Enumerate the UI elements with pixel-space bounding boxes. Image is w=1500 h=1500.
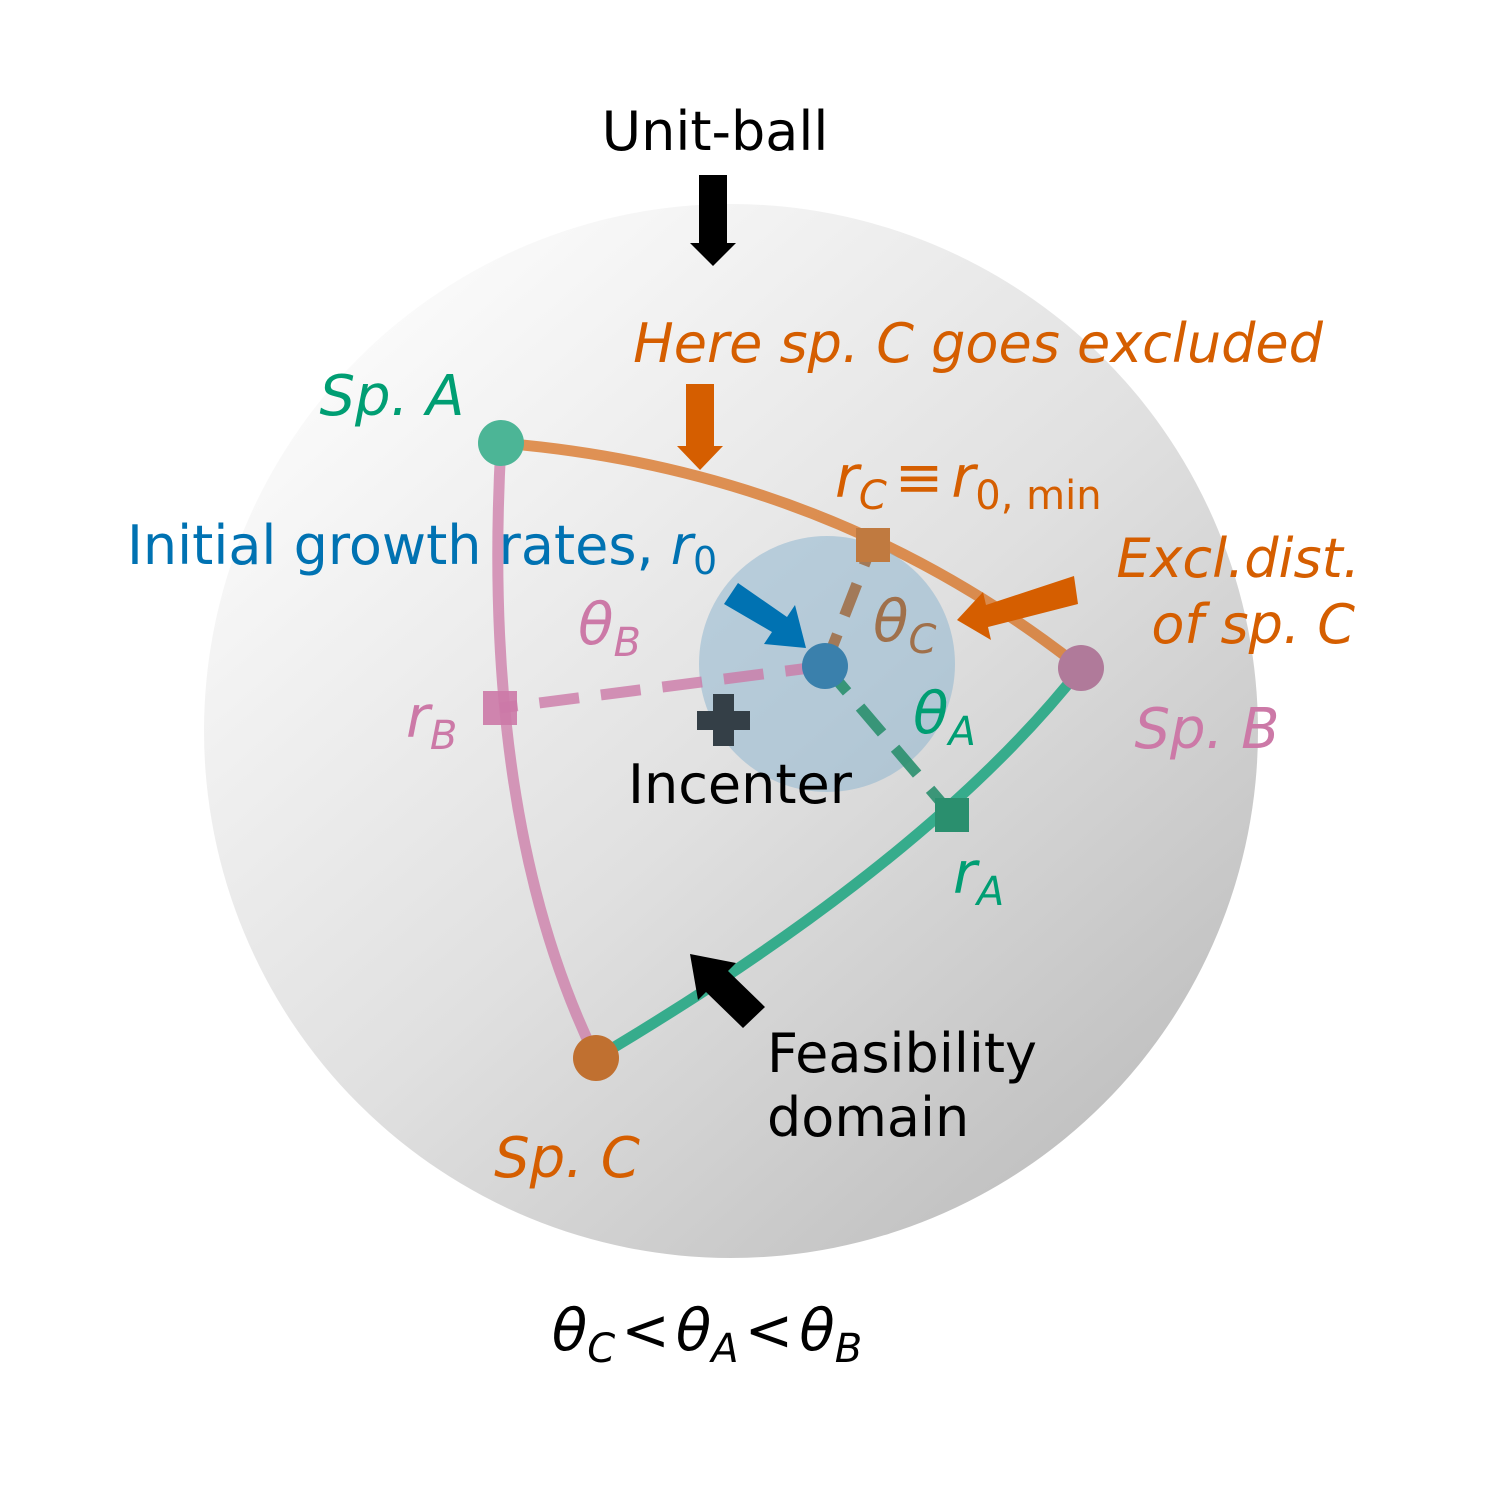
edge-a-c: [492, 437, 602, 1064]
feasibility-arrow: [690, 954, 765, 1028]
foot-point-b: [483, 691, 517, 725]
incenter-marker: [697, 694, 750, 746]
distance-b: [499, 660, 826, 714]
edge-b-c: [590, 662, 1087, 1064]
feasibility-label-2: domain: [767, 1086, 969, 1149]
foot-point-a: [935, 798, 969, 832]
initial-rates-label: Initial growth rates, r0: [127, 514, 717, 583]
sp-a-label: Sp. A: [319, 364, 464, 429]
theta-a-label: θA: [913, 679, 976, 755]
exclusion-distance-arrow: [957, 576, 1078, 640]
vertex-b: [1058, 645, 1104, 691]
theta-c-label: θC: [873, 587, 937, 663]
sp-c-label: Sp. C: [494, 1126, 640, 1191]
distance-a: [820, 662, 957, 819]
vertex-c: [573, 1035, 619, 1081]
unit-ball-label: Unit-ball: [602, 100, 829, 163]
feasibility-label-1: Feasibility: [767, 1022, 1037, 1085]
theta-b-label: θB: [578, 590, 641, 666]
sp-b-label: Sp. B: [1134, 697, 1279, 762]
theta-inequality: θC < θA < θB: [552, 1296, 862, 1372]
incenter-label: Incenter: [628, 753, 853, 816]
vertex-a: [478, 420, 524, 466]
exclusion-arrow: [677, 384, 723, 470]
r-b-label: rB: [406, 683, 457, 759]
unit-ball-arrow: [690, 175, 736, 266]
rc-equiv-label: rC ≡ r0, min: [835, 443, 1102, 519]
initial-point: [802, 643, 848, 689]
excl-dist-label-2: of sp. C: [1151, 593, 1355, 656]
exclusion-note-label: Here sp. C goes excluded: [633, 312, 1323, 375]
foot-point-c: [856, 528, 890, 562]
r-a-label: rA: [953, 839, 1004, 915]
excl-dist-label-1: Excl.dist.: [1116, 527, 1360, 590]
initial-rates-arrow: [724, 583, 806, 648]
